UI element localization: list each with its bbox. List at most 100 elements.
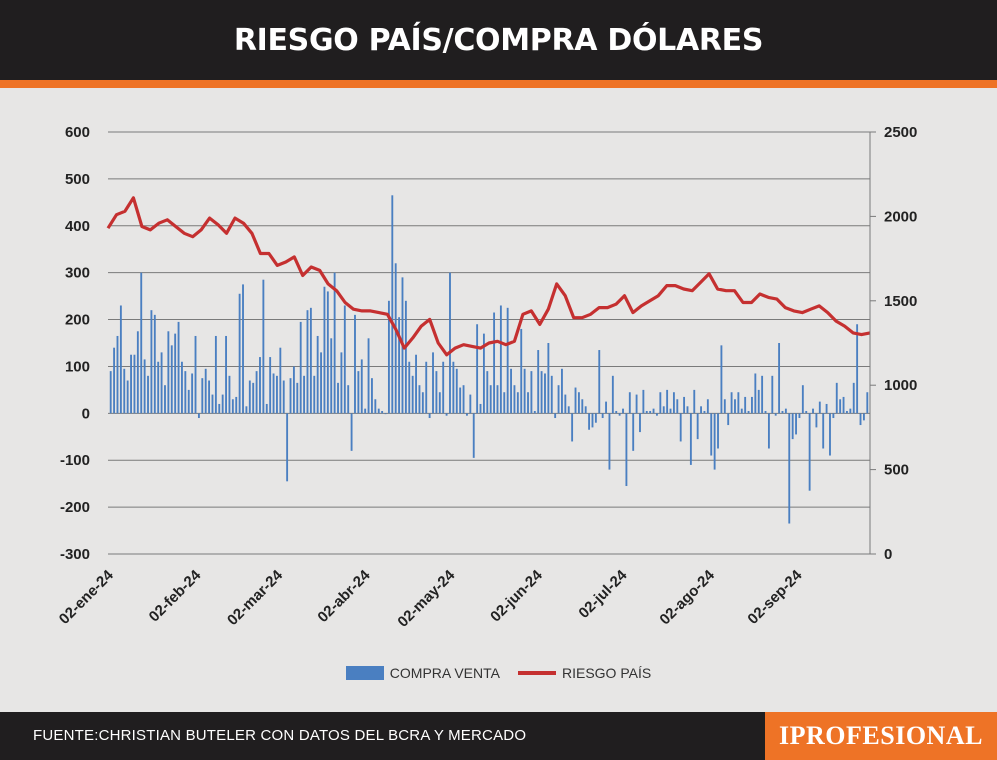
bar bbox=[126, 380, 129, 414]
bar bbox=[170, 345, 173, 414]
bar bbox=[676, 399, 679, 414]
bar bbox=[398, 317, 401, 414]
bar bbox=[856, 324, 859, 414]
grid-layer bbox=[108, 131, 870, 555]
bar bbox=[316, 335, 319, 414]
bar bbox=[177, 321, 180, 414]
bar bbox=[255, 371, 258, 414]
bar bbox=[201, 378, 204, 414]
bar bbox=[347, 385, 350, 414]
bar bbox=[252, 382, 255, 414]
bar bbox=[866, 392, 869, 414]
bar bbox=[642, 389, 645, 414]
bar bbox=[323, 286, 326, 414]
bar bbox=[299, 321, 302, 414]
bar bbox=[408, 361, 411, 414]
y-right-tick-label: 2000 bbox=[884, 208, 917, 225]
bar bbox=[805, 410, 808, 414]
y-right-tick-label: 1500 bbox=[884, 293, 917, 310]
bar bbox=[537, 350, 540, 414]
bar bbox=[503, 392, 506, 414]
bar bbox=[506, 307, 509, 414]
bar bbox=[326, 291, 329, 414]
bar bbox=[472, 413, 475, 458]
bar bbox=[150, 310, 153, 414]
bar bbox=[533, 410, 536, 414]
bar bbox=[214, 335, 217, 414]
bar bbox=[625, 413, 628, 487]
bar bbox=[632, 413, 635, 451]
bar bbox=[801, 385, 804, 414]
bar bbox=[435, 371, 438, 414]
bar bbox=[588, 413, 591, 430]
bar bbox=[852, 382, 855, 414]
y-left-tick-label: 200 bbox=[65, 312, 90, 329]
bar bbox=[540, 371, 543, 414]
bar bbox=[812, 408, 814, 414]
x-tick-label: 02-feb-24 bbox=[146, 566, 205, 625]
bar bbox=[496, 385, 499, 414]
bar bbox=[211, 394, 214, 414]
bar bbox=[377, 408, 380, 414]
source-text: FUENTE:CHRISTIAN BUTELER CON DATOS DEL B… bbox=[33, 727, 527, 744]
y-left-tick-label: 600 bbox=[65, 124, 90, 141]
bar bbox=[771, 375, 774, 414]
x-tick-label: 02-jul-24 bbox=[575, 566, 631, 622]
y-left-tick-label: 100 bbox=[65, 358, 90, 375]
bar bbox=[842, 396, 845, 414]
bar bbox=[452, 361, 455, 414]
bar bbox=[174, 333, 177, 414]
bar bbox=[815, 413, 818, 428]
bar bbox=[136, 331, 139, 414]
bar bbox=[825, 403, 828, 414]
bar bbox=[197, 413, 200, 419]
bar bbox=[194, 335, 197, 414]
bar bbox=[381, 410, 384, 414]
bar bbox=[686, 406, 689, 414]
bar bbox=[231, 399, 234, 414]
bar bbox=[700, 406, 702, 414]
bar bbox=[561, 368, 563, 414]
bar bbox=[788, 413, 791, 524]
bar bbox=[781, 410, 784, 414]
bar bbox=[662, 406, 665, 414]
bar bbox=[764, 410, 767, 414]
bar bbox=[656, 413, 658, 416]
bar bbox=[513, 385, 516, 414]
bar bbox=[191, 373, 194, 414]
bar bbox=[259, 357, 261, 414]
bar bbox=[581, 399, 584, 414]
bar bbox=[140, 272, 143, 414]
bar bbox=[767, 413, 770, 449]
bar bbox=[594, 413, 597, 423]
bar bbox=[367, 338, 370, 414]
bar bbox=[204, 368, 207, 414]
bar bbox=[387, 300, 390, 414]
bar bbox=[425, 361, 428, 414]
bar bbox=[404, 300, 407, 414]
bar bbox=[333, 272, 336, 414]
chart-area: 6005004003002001000-100-200-300250020001… bbox=[56, 124, 918, 631]
bar bbox=[544, 373, 546, 414]
bar bbox=[350, 413, 353, 451]
bar bbox=[747, 410, 750, 414]
x-tick-label: 02-may-24 bbox=[394, 566, 458, 630]
bar bbox=[659, 392, 662, 414]
bar bbox=[849, 408, 852, 414]
bar bbox=[238, 293, 241, 414]
bar bbox=[445, 413, 448, 416]
bar bbox=[320, 352, 322, 414]
bar bbox=[784, 408, 787, 414]
bar bbox=[184, 371, 187, 414]
bar bbox=[727, 413, 730, 426]
bars-layer bbox=[109, 195, 869, 524]
bar bbox=[469, 394, 472, 414]
y-right-tick-label: 500 bbox=[884, 462, 909, 479]
bar bbox=[679, 413, 682, 442]
bar bbox=[652, 408, 655, 414]
bar bbox=[486, 371, 489, 414]
bar bbox=[601, 413, 604, 419]
bar bbox=[479, 403, 482, 414]
bar bbox=[547, 343, 550, 414]
bar bbox=[744, 396, 747, 414]
